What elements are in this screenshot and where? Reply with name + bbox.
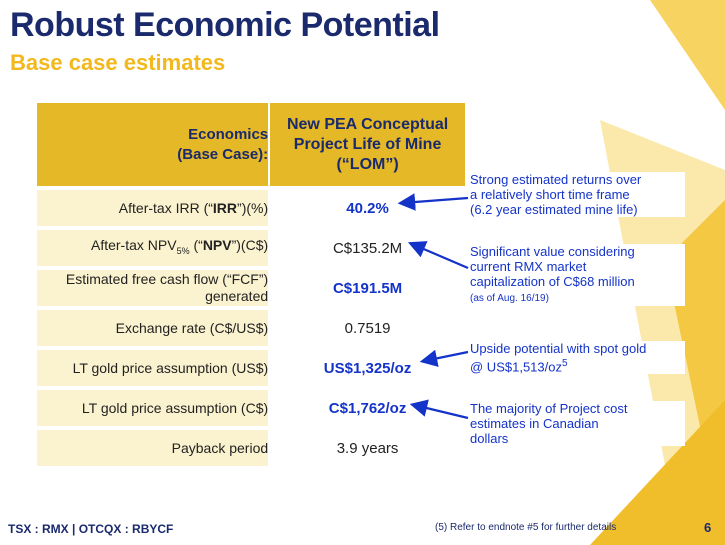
row-label-exchange: Exchange rate (C$/US$) <box>37 310 269 346</box>
note-gold-us-sup: 5 <box>561 358 568 369</box>
row-value-exchange: 0.7519 <box>268 310 465 346</box>
arrow-gold-c <box>409 399 469 420</box>
note-gold-us-line2: @ US$1,513/oz <box>470 359 562 375</box>
table-row: LT gold price assumption (C$) C$1,762/oz <box>37 390 465 426</box>
row-value-gold-c: C$1,762/oz <box>268 390 465 426</box>
row-label-fcf: Estimated free cash flow (“FCF”) generate… <box>37 270 269 306</box>
note-irr-line2: a relatively short time frame <box>470 187 630 202</box>
note-npv-line1: Significant value considering <box>470 244 635 259</box>
row-value-npv: C$135.2M <box>268 230 465 266</box>
row-label-npv: After-tax NPV5% (“NPV”)(C$) <box>37 230 269 266</box>
deco-triangle-top <box>650 0 725 110</box>
row-label-fcf-line2: generated <box>205 288 269 304</box>
table-row: Estimated free cash flow (“FCF”) generate… <box>37 270 465 306</box>
arrow-irr <box>397 193 469 211</box>
header-pea-line2: Project Life of Mine <box>293 135 442 153</box>
footer-ticker: TSX : RMX | OTCQX : RBYCF <box>8 522 174 536</box>
footer-endnote: (5) Refer to endnote #5 for further deta… <box>435 522 617 533</box>
row-label-npv-pre: After-tax NPV <box>90 236 177 253</box>
row-label-npv-bold: NPV <box>202 236 232 253</box>
header-pea-line1: New PEA Conceptual <box>286 115 449 133</box>
row-label-npv-sub: 5% <box>176 245 190 256</box>
table-row: After-tax NPV5% (“NPV”)(C$) C$135.2M <box>37 230 465 266</box>
row-value-irr: 40.2% <box>268 190 465 226</box>
note-gold-us-line1: Upside potential with spot gold <box>470 341 647 356</box>
note-gold-us: Upside potential with spot gold @ US$1,5… <box>470 341 685 375</box>
table-header-row: Economics (Base Case): New PEA Conceptua… <box>37 103 465 186</box>
note-gold-c-line2: estimates in Canadian <box>470 416 599 431</box>
note-irr: Strong estimated returns over a relative… <box>470 172 685 217</box>
row-label-irr: After-tax IRR (“IRR”)(%) <box>37 190 269 226</box>
page-subtitle: Base case estimates <box>10 50 226 75</box>
row-label-gold-c: LT gold price assumption (C$) <box>37 390 269 426</box>
row-label-irr-post: ”)(%) <box>237 199 269 216</box>
economics-table: Economics (Base Case): New PEA Conceptua… <box>37 99 465 470</box>
table-row: Exchange rate (C$/US$) 0.7519 <box>37 310 465 346</box>
row-label-payback: Payback period <box>37 430 269 466</box>
header-pea-lom: New PEA Conceptual Project Life of Mine … <box>268 103 465 186</box>
note-irr-line1: Strong estimated returns over <box>470 172 642 187</box>
row-label-npv-post: ”)(C$) <box>231 236 269 253</box>
header-economics-line1: Economics <box>188 125 269 143</box>
arrow-gold-us <box>419 349 469 367</box>
row-value-payback: 3.9 years <box>268 430 465 466</box>
note-npv: Significant value considering current RM… <box>470 244 685 306</box>
header-economics: Economics (Base Case): <box>37 103 269 186</box>
note-gold-c: The majority of Project cost estimates i… <box>470 401 685 446</box>
header-economics-line2: (Base Case): <box>177 145 269 163</box>
note-gold-c-line1: The majority of Project cost <box>470 401 628 416</box>
row-label-gold-us: LT gold price assumption (US$) <box>37 350 269 386</box>
row-label-irr-pre: After-tax IRR (“ <box>118 199 213 216</box>
header-pea-line3: (“LOM”) <box>336 155 399 173</box>
table-row: After-tax IRR (“IRR”)(%) 40.2% <box>37 190 465 226</box>
page-title: Robust Economic Potential <box>10 6 440 44</box>
row-label-fcf-line1: Estimated free cash flow (“FCF”) <box>65 271 269 287</box>
row-value-gold-us: US$1,325/oz <box>268 350 465 386</box>
arrow-npv <box>407 241 469 270</box>
note-gold-c-line3: dollars <box>470 431 509 446</box>
note-irr-line3: (6.2 year estimated mine life) <box>470 202 638 217</box>
deco-triangle-bottom <box>590 400 725 545</box>
table-row: Payback period 3.9 years <box>37 430 465 466</box>
table-row: LT gold price assumption (US$) US$1,325/… <box>37 350 465 386</box>
note-npv-line3: capitalization of C$68 million <box>470 274 635 289</box>
page-number: 6 <box>704 520 712 535</box>
row-value-fcf: C$191.5M <box>268 270 465 306</box>
row-label-npv-mid: (“ <box>189 236 203 253</box>
row-label-irr-bold: IRR <box>212 199 238 216</box>
note-npv-line2: current RMX market <box>470 259 587 274</box>
note-npv-line4: (as of Aug. 16/19) <box>470 293 549 304</box>
